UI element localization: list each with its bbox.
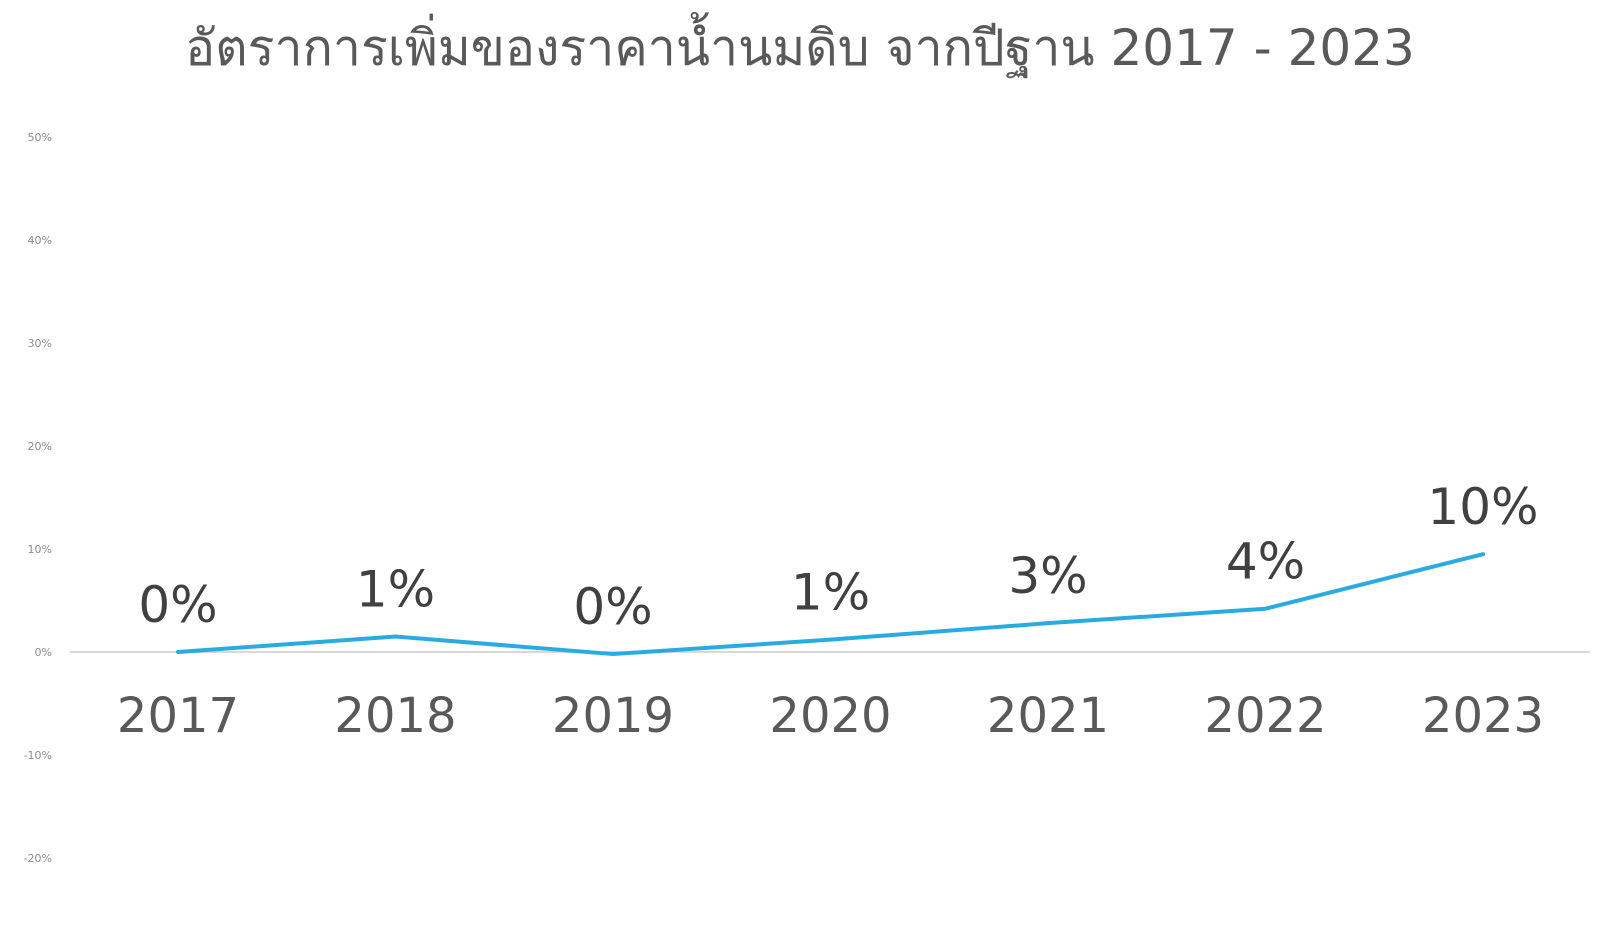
data-labels: 0% 1% 0% 1% 3% 4% 10%	[138, 478, 1538, 636]
x-axis-ticks: 2017 2018 2019 2020 2021 2022 2023	[117, 688, 1544, 744]
x-tick-label: 2023	[1422, 688, 1544, 744]
data-label: 0%	[138, 576, 217, 634]
x-tick-label: 2020	[769, 688, 891, 744]
data-label: 1%	[356, 561, 435, 619]
y-tick-label: 30%	[28, 337, 52, 350]
y-tick-label: -20%	[24, 852, 52, 865]
x-tick-label: 2019	[552, 688, 674, 744]
x-tick-label: 2018	[334, 688, 456, 744]
y-tick-label: 40%	[28, 234, 52, 247]
y-tick-label: 0%	[35, 646, 52, 659]
y-tick-label: -10%	[24, 749, 52, 762]
x-tick-label: 2022	[1204, 688, 1326, 744]
series-line	[176, 552, 1485, 657]
x-tick-label: 2017	[117, 688, 239, 744]
data-label: 1%	[791, 564, 870, 622]
y-tick-label: 10%	[28, 543, 52, 556]
chart-title: อัตราการเพิ่มของราคาน้ำนมดิบ จากปีฐาน 20…	[185, 12, 1415, 78]
data-label: 10%	[1427, 478, 1538, 536]
data-label: 3%	[1008, 547, 1087, 605]
x-tick-label: 2021	[987, 688, 1109, 744]
y-tick-label: 20%	[28, 440, 52, 453]
y-tick-label: 50%	[28, 131, 52, 144]
data-label: 4%	[1226, 533, 1305, 591]
y-axis-ticks: 50% 40% 30% 20% 10% 0% -10% -20%	[24, 131, 52, 865]
data-label: 0%	[573, 578, 652, 636]
